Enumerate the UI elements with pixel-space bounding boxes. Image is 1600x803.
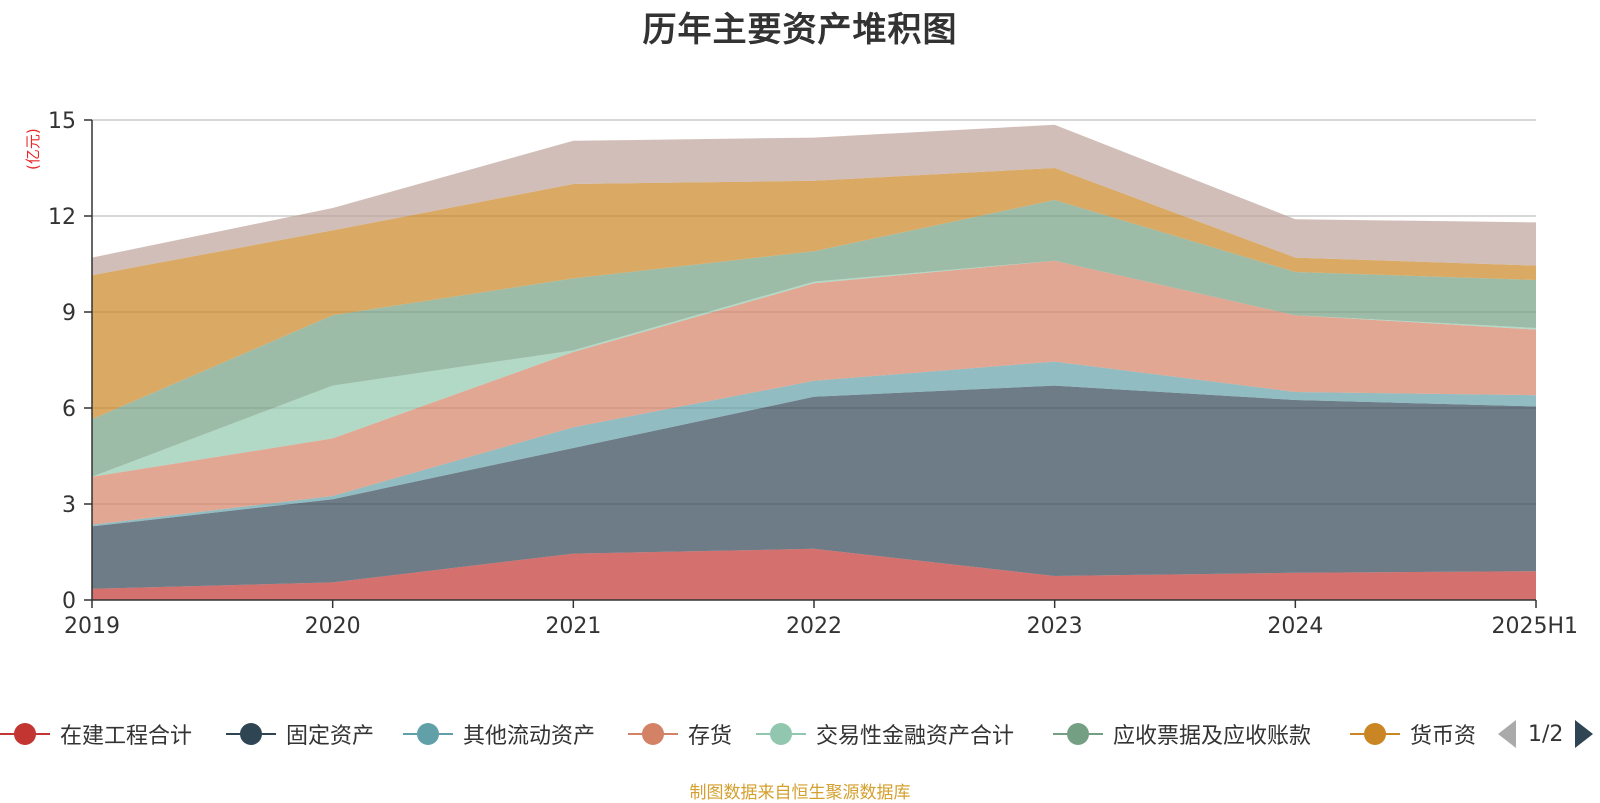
x-tick-label: 2019: [64, 614, 120, 639]
legend-marker-icon: [756, 722, 806, 746]
area-series-3[interactable]: [92, 260, 1536, 525]
area-series-2[interactable]: [92, 361, 1536, 527]
area-series-7[interactable]: [92, 124, 1536, 276]
x-tick-label: 2023: [1027, 614, 1083, 639]
x-tick-label: 2024: [1267, 614, 1323, 639]
legend-item[interactable]: 固定资产: [226, 712, 374, 756]
x-tick-label: 2025H1: [1491, 614, 1578, 639]
legend-marker-icon: [628, 722, 678, 746]
legend-label: 交易性金融资产合计: [816, 724, 1015, 749]
legend-page-indicator: 1/2: [1528, 721, 1564, 747]
legend-label: 存货: [688, 724, 733, 749]
legend-pager: 1/2: [1498, 712, 1594, 756]
y-tick-label: 15: [48, 109, 76, 134]
legend-label: 固定资产: [286, 724, 375, 749]
legend-prev-arrow-icon[interactable]: [1498, 720, 1516, 748]
legend-item[interactable]: 应收票据及应收账款: [1053, 712, 1311, 756]
legend-label: 应收票据及应收账款: [1113, 724, 1312, 749]
axes: 0 3 6 9 12 15 2019 2020 2021 2022 2023 2024 2025H1: [48, 109, 1578, 639]
legend-next-arrow-icon[interactable]: [1575, 720, 1594, 748]
y-tick-label: 9: [62, 301, 76, 326]
stacked-area-chart: 0 3 6 9 12 15 2019 2020 2021 2022 2023 2024 2025H1: [48, 109, 1578, 639]
legend-item[interactable]: 交易性金融资产合计: [756, 712, 1014, 756]
area-series-6[interactable]: [92, 168, 1536, 420]
chart-title: 历年主要资产堆积图: [642, 10, 958, 50]
area-series-5[interactable]: [92, 200, 1536, 477]
legend-marker-icon: [226, 722, 276, 746]
legend-label: 货币资: [1410, 724, 1477, 749]
area-series-0[interactable]: [92, 548, 1536, 600]
x-tick-label: 2020: [305, 614, 361, 639]
legend-item[interactable]: 存货: [628, 712, 732, 756]
legend-label: 在建工程合计: [60, 724, 193, 749]
area-series-1[interactable]: [92, 385, 1536, 589]
x-tick-label: 2022: [786, 614, 842, 639]
legend-marker-icon: [0, 722, 50, 746]
legend-marker-icon: [1053, 722, 1103, 746]
data-source-note: 制图数据来自恒生聚源数据库: [689, 783, 911, 803]
legend: 在建工程合计 固定资产 其他流动资产 存货 交易性金融资产合计 应收票据及应收账款 货币资: [0, 712, 1600, 756]
legend-marker-icon: [1350, 722, 1400, 746]
y-tick-label: 3: [62, 493, 76, 518]
legend-item[interactable]: 在建工程合计: [0, 712, 192, 756]
legend-item[interactable]: 货币资: [1350, 712, 1476, 756]
y-tick-label: 12: [48, 205, 76, 230]
y-tick-label: 0: [62, 589, 76, 614]
area-series-group: [92, 124, 1536, 600]
x-tick-label: 2021: [545, 614, 601, 639]
y-tick-label: 6: [62, 397, 76, 422]
legend-label: 其他流动资产: [463, 724, 596, 749]
legend-marker-icon: [403, 722, 453, 746]
legend-item[interactable]: 其他流动资产: [403, 712, 595, 756]
